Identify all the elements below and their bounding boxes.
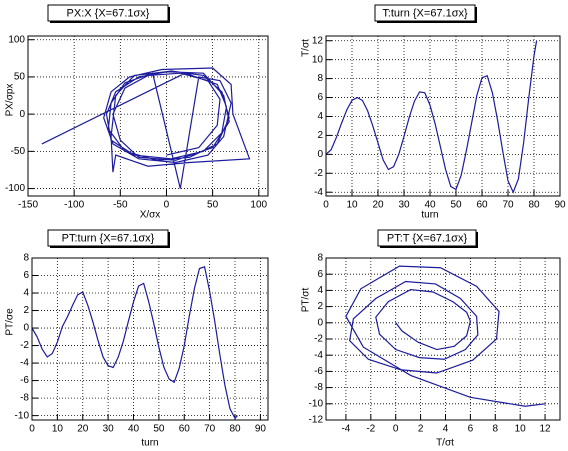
x-tick-label: -50 <box>113 200 128 211</box>
x-axis-label: turn <box>421 210 438 221</box>
x-tick-label: 4 <box>443 424 449 435</box>
x-tick-label: 50 <box>153 424 165 435</box>
x-tick-label: 30 <box>103 424 115 435</box>
x-tick-label: 20 <box>77 424 89 435</box>
data-line <box>345 265 546 407</box>
panel: 0 10 20 30 40 50 60 70 80 90 -10 -8 -6 -4 -2 0 2 4 6 8 turn P… <box>5 229 269 449</box>
x-tick-label: 90 <box>255 424 267 435</box>
x-tick-label: -2 <box>366 424 375 435</box>
x-tick-label: 0 <box>164 200 170 211</box>
title-box <box>47 4 169 22</box>
x-tick-label: 0 <box>29 424 35 435</box>
x-tick-label: -150 <box>18 200 38 211</box>
chart-title: PT:T {X=67.1σx} <box>387 232 468 244</box>
chart-title: T:turn {X=67.1σx} <box>382 7 468 19</box>
x-tick-label: 8 <box>492 424 498 435</box>
y-tick-label: 4 <box>317 285 323 296</box>
x-axis-label: turn <box>141 438 158 449</box>
x-tick-label: 60 <box>179 424 191 435</box>
y-tick-label: -10 <box>15 410 30 421</box>
x-tick-label: 12 <box>540 424 552 435</box>
x-tick-label: 80 <box>528 200 540 211</box>
y-tick-label: 6 <box>317 92 323 103</box>
y-tick-label: -2 <box>20 340 29 351</box>
y-tick-label: 0 <box>317 149 323 160</box>
y-tick-label: 50 <box>14 72 26 83</box>
y-tick-label: 6 <box>23 270 29 281</box>
y-tick-label: 12 <box>312 35 324 46</box>
x-tick-label: 100 <box>250 200 267 211</box>
y-tick-label: -8 <box>314 382 323 393</box>
y-tick-label: 8 <box>317 253 323 264</box>
x-tick-label: 70 <box>204 424 216 435</box>
x-tick-label: 0 <box>323 200 329 211</box>
y-tick-label: -4 <box>314 187 323 198</box>
x-tick-label: -100 <box>64 200 84 211</box>
y-tick-label: 4 <box>317 111 323 122</box>
y-tick-label: 2 <box>23 305 29 316</box>
y-axis-label: PT/σe <box>5 308 16 336</box>
x-tick-label: 40 <box>424 200 436 211</box>
chart-title: PX:X {X=67.1σx} <box>67 7 150 19</box>
x-tick-label: 60 <box>476 200 488 211</box>
panel: -150 -100 -50 0 50 100 -100 -50 0 50 100 X/σx PX/σpx… <box>5 4 269 221</box>
title-box <box>374 4 476 22</box>
y-axis-label: T/σt <box>301 39 312 57</box>
y-tick-label: 10 <box>312 54 324 65</box>
y-tick-label: -100 <box>5 183 25 194</box>
frame <box>31 257 269 421</box>
x-tick-label: -4 <box>341 424 350 435</box>
y-tick-label: 0 <box>23 323 29 334</box>
y-tick-label: -4 <box>20 358 29 369</box>
y-tick-label: -6 <box>20 375 29 386</box>
y-axis-label: PT/σt <box>301 288 312 313</box>
x-tick-label: 2 <box>418 424 424 435</box>
title-box <box>377 229 477 247</box>
x-tick-label: 70 <box>502 200 514 211</box>
y-tick-label: -8 <box>20 393 29 404</box>
y-tick-label: 100 <box>8 34 25 45</box>
frame <box>27 35 269 197</box>
y-tick-label: 4 <box>23 288 29 299</box>
x-tick-label: 0 <box>393 424 399 435</box>
x-axis-label: T/σt <box>436 438 454 449</box>
x-tick-label: 40 <box>128 424 140 435</box>
y-tick-label: 8 <box>23 253 29 264</box>
x-tick-label: 20 <box>372 200 384 211</box>
y-tick-label: 6 <box>317 269 323 280</box>
x-tick-label: 90 <box>554 200 566 211</box>
frame <box>325 35 561 197</box>
y-tick-label: 8 <box>317 73 323 84</box>
y-tick-label: -4 <box>314 350 323 361</box>
x-axis-label: X/σx <box>140 210 161 221</box>
x-tick-label: 50 <box>207 200 219 211</box>
x-tick-label: 6 <box>468 424 474 435</box>
y-tick-label: 2 <box>317 130 323 141</box>
data-line <box>32 265 238 420</box>
x-tick-label: 10 <box>52 424 64 435</box>
y-tick-label: -2 <box>314 168 323 179</box>
y-axis-label: PX/σpx <box>5 84 16 117</box>
panel: 0 10 20 30 40 50 60 70 80 90 -4 -2 0 2 4 6 8 10 12 turn T/σt… <box>301 4 566 221</box>
panel: -4 -2 0 2 4 6 8 10 12 -12 -10 -8 -6 -4 -2 0 2 4 6 8 T/σt PT/σ… <box>301 229 561 449</box>
y-tick-label: -2 <box>314 334 323 345</box>
y-tick-label: 0 <box>19 109 25 120</box>
data-line <box>326 40 538 194</box>
y-tick-label: -10 <box>309 398 324 409</box>
x-tick-label: 10 <box>346 200 358 211</box>
x-tick-label: 10 <box>515 424 527 435</box>
x-tick-label: 50 <box>450 200 462 211</box>
y-tick-label: -6 <box>314 366 323 377</box>
y-tick-label: -12 <box>309 415 324 426</box>
y-tick-label: 0 <box>317 317 323 328</box>
title-box <box>47 229 169 247</box>
x-tick-label: 30 <box>398 200 410 211</box>
frame <box>325 257 561 421</box>
chart-title: PT:turn {X=67.1σx} <box>62 232 155 244</box>
y-tick-label: 2 <box>317 301 323 312</box>
x-tick-label: 80 <box>229 424 241 435</box>
data-line <box>41 67 251 189</box>
y-tick-label: -50 <box>11 146 26 157</box>
